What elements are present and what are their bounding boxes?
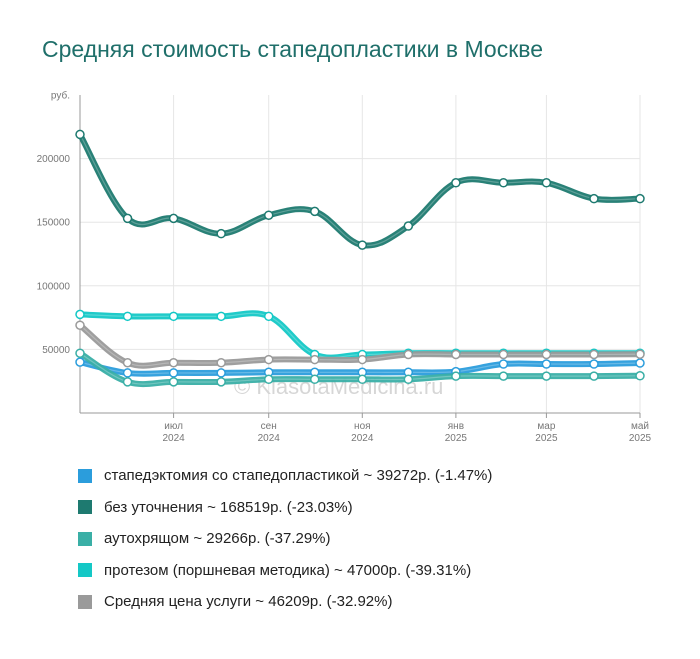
- legend-swatch: [78, 531, 92, 546]
- data-point: [168, 358, 179, 368]
- legend-swatch: [78, 468, 92, 483]
- data-point: [122, 368, 133, 378]
- legend-label: стапедэктомия со стапедопластикой ~ 3927…: [104, 467, 493, 484]
- data-point: [263, 374, 274, 385]
- data-point: [498, 178, 509, 188]
- data-point: [216, 228, 226, 239]
- data-point: [168, 377, 179, 387]
- chart-title: Средняя стоимость стапедопластики в Моск…: [42, 36, 544, 62]
- data-point: [168, 368, 179, 378]
- data-point: [122, 311, 133, 322]
- data-point: [263, 354, 274, 365]
- data-point: [357, 374, 368, 385]
- data-point: [589, 349, 599, 360]
- x-tick-label-year: 2025: [629, 433, 652, 444]
- data-point: [168, 213, 179, 224]
- legend-label: аутохрящом ~ 29266р. (-37.29%): [104, 530, 331, 547]
- data-point: [498, 359, 509, 369]
- legend-item[interactable]: аутохрящом ~ 29266р. (-37.29%): [78, 525, 492, 552]
- x-tick-label: мар: [537, 421, 555, 432]
- series-line-highlight: [79, 134, 641, 247]
- data-point: [122, 377, 133, 387]
- legend-label: Средняя цена услуги ~ 46209р. (-32.92%): [104, 593, 393, 610]
- x-tick-label: янв: [448, 421, 464, 432]
- legend-swatch: [78, 563, 92, 577]
- data-point: [216, 377, 226, 387]
- x-tick-label: сен: [261, 421, 277, 432]
- data-points: [75, 129, 645, 387]
- data-point: [309, 374, 320, 385]
- legend-swatch: [78, 594, 92, 609]
- x-tick-label-year: 2025: [535, 433, 558, 444]
- data-point: [451, 371, 461, 381]
- series-lines: [77, 131, 643, 388]
- y-tick-label: 150000: [37, 218, 71, 229]
- data-point: [357, 354, 368, 365]
- data-point: [309, 206, 320, 217]
- data-point: [75, 348, 85, 358]
- data-point: [75, 320, 85, 330]
- y-tick-label: 200000: [37, 154, 71, 165]
- data-point: [451, 178, 461, 188]
- data-point: [635, 371, 645, 381]
- x-tick-label-year: 2024: [162, 433, 185, 444]
- data-point: [498, 371, 509, 381]
- data-point: [168, 311, 179, 322]
- data-point: [635, 358, 645, 368]
- data-point: [589, 371, 599, 381]
- legend: стапедэктомия со стапедопластикой ~ 3927…: [78, 462, 492, 620]
- data-point: [541, 178, 552, 188]
- data-point: [403, 221, 414, 231]
- y-tick-label: 50000: [42, 345, 70, 356]
- data-point: [635, 193, 645, 204]
- data-point: [263, 210, 274, 220]
- chart-plot: © KlasotaMedicina.ru 5000010000015000020…: [37, 90, 652, 445]
- data-point: [403, 349, 414, 360]
- data-point: [541, 371, 552, 381]
- legend-label: без уточнения ~ 168519р. (-23.03%): [104, 498, 353, 516]
- legend-item[interactable]: без уточнения ~ 168519р. (-23.03%): [78, 494, 492, 521]
- data-point: [216, 311, 226, 322]
- data-point: [75, 309, 85, 320]
- data-point: [357, 240, 368, 250]
- data-point: [263, 311, 274, 322]
- legend-label: протезом (поршневая методика) ~ 47000р. …: [104, 561, 472, 579]
- x-tick-label: июл: [164, 421, 183, 432]
- data-point: [541, 359, 552, 369]
- data-point: [403, 374, 414, 385]
- tick-labels: 50000100000150000200000руб.июл2024сен202…: [37, 90, 652, 445]
- x-tick-label-year: 2025: [445, 433, 468, 444]
- legend-item[interactable]: стапедэктомия со стапедопластикой ~ 3927…: [78, 462, 492, 489]
- data-point: [75, 357, 85, 367]
- series-line: [77, 131, 643, 249]
- y-tick-label: 100000: [37, 281, 71, 292]
- x-tick-label: май: [631, 421, 649, 432]
- x-tick-label: ноя: [354, 421, 371, 432]
- data-point: [589, 193, 599, 204]
- legend-item[interactable]: Средняя цена услуги ~ 46209р. (-32.92%): [78, 588, 492, 615]
- data-point: [635, 349, 645, 359]
- legend-item[interactable]: протезом (поршневая методика) ~ 47000р. …: [78, 557, 492, 584]
- data-point: [541, 349, 552, 360]
- data-point: [589, 359, 599, 369]
- data-point: [451, 349, 461, 360]
- x-tick-label-year: 2024: [351, 433, 374, 444]
- data-point: [309, 354, 320, 365]
- data-point: [216, 358, 226, 368]
- data-point: [122, 213, 133, 224]
- data-point: [498, 349, 509, 360]
- x-tick-label-year: 2024: [258, 433, 281, 444]
- data-point: [122, 358, 133, 368]
- y-axis-label: руб.: [51, 90, 70, 102]
- data-point: [216, 368, 226, 378]
- data-point: [75, 129, 85, 140]
- legend-swatch: [78, 500, 92, 514]
